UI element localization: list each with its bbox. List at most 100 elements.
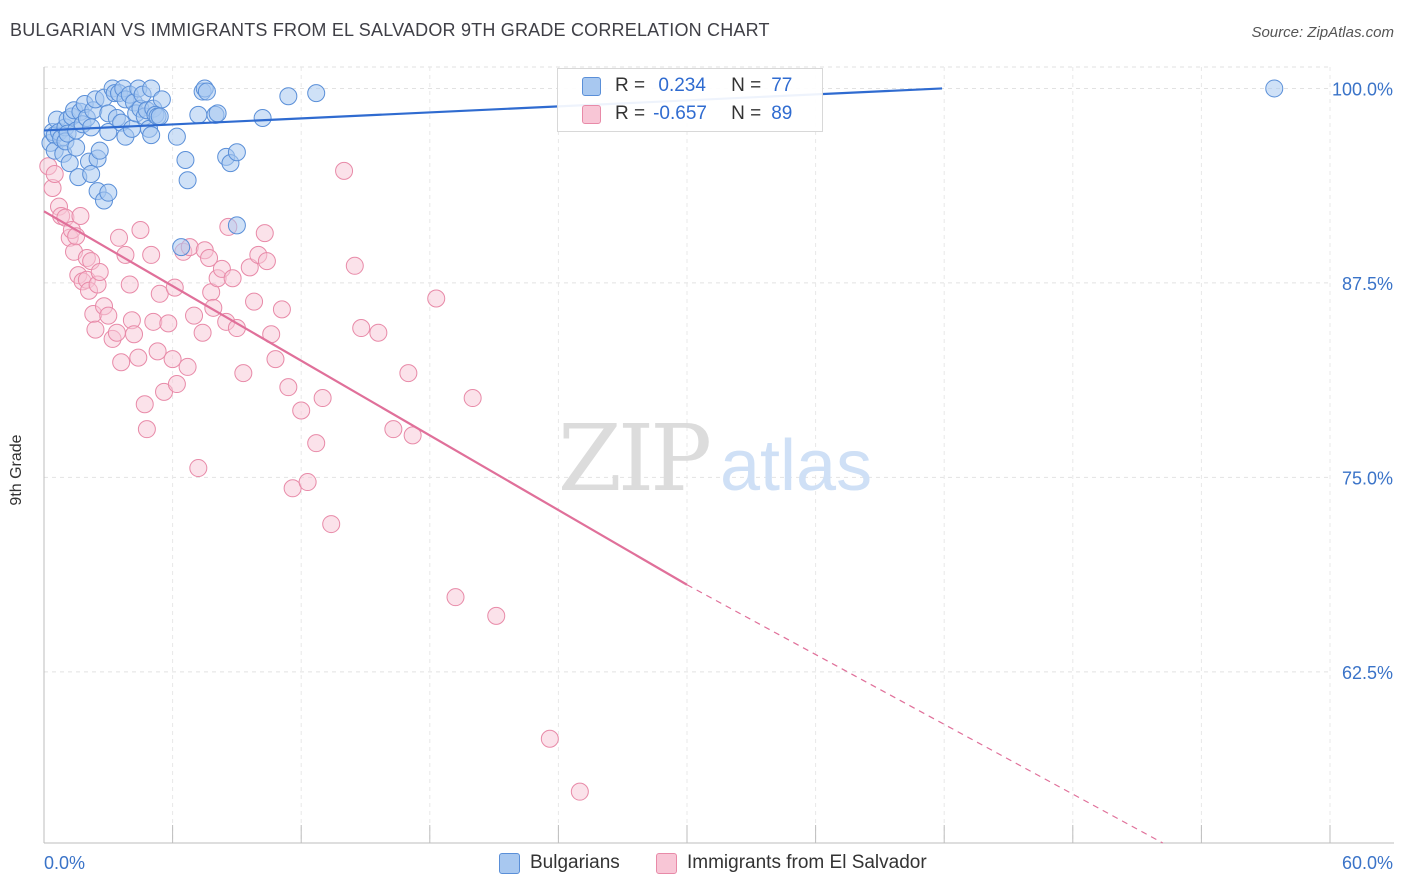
n-value: 89 <box>771 103 793 124</box>
y-tick-label: 62.5% <box>1342 663 1393 683</box>
blue-swatch-icon <box>582 76 601 96</box>
data-point-el-salvador <box>266 350 285 369</box>
trend-line-el-salvador <box>43 210 688 586</box>
r-value: 0.234 <box>653 75 706 96</box>
data-point-el-salvador <box>45 165 64 184</box>
watermark-atlas: atlas <box>720 426 872 506</box>
data-point-el-salvador <box>257 252 276 271</box>
pink-swatch-icon <box>582 104 601 124</box>
data-point-el-salvador <box>131 221 150 240</box>
data-point-el-salvador <box>272 300 291 319</box>
data-point-el-salvador <box>86 320 105 339</box>
data-point-el-salvador <box>322 515 341 534</box>
data-point-el-salvador <box>120 275 139 294</box>
data-point-el-salvador <box>446 588 465 607</box>
data-point-el-salvador <box>167 375 186 394</box>
data-point-bulgarians <box>197 82 216 101</box>
trend-extension-el-salvador <box>686 584 1164 844</box>
data-point-bulgarians <box>1265 79 1284 98</box>
data-point-el-salvador <box>283 479 302 498</box>
data-point-el-salvador <box>144 312 163 331</box>
legend-item-el-salvador[interactable]: Immigrants from El Salvador <box>656 852 927 874</box>
legend-item-bulgarians[interactable]: Bulgarians <box>499 852 620 874</box>
data-point-bulgarians <box>142 79 161 98</box>
data-point-el-salvador <box>279 378 298 397</box>
y-tick-label: 75.0% <box>1342 468 1393 488</box>
blue-swatch-icon <box>499 852 520 874</box>
data-point-el-salvador <box>570 782 589 801</box>
data-point-el-salvador <box>137 420 156 439</box>
data-point-el-salvador <box>107 323 126 342</box>
legend-row-bulgarians: R = 0.234 N = 77 <box>582 73 792 99</box>
data-point-el-salvador <box>255 224 274 243</box>
data-point-bulgarians <box>208 104 227 123</box>
series-legend: Bulgarians Immigrants from El Salvador <box>0 852 1406 878</box>
data-point-el-salvador <box>369 323 388 342</box>
x-tick-label-min: 0.0% <box>44 853 85 873</box>
data-point-el-salvador <box>335 161 354 180</box>
data-point-bulgarians <box>99 183 118 202</box>
data-point-bulgarians <box>172 238 191 257</box>
data-point-el-salvador <box>112 353 131 372</box>
data-point-el-salvador <box>463 389 482 408</box>
n-value: 77 <box>771 75 793 96</box>
data-point-el-salvador <box>427 289 446 308</box>
legend-label-el-salvador: Immigrants from El Salvador <box>687 852 927 873</box>
data-point-bulgarians <box>307 84 326 103</box>
data-point-el-salvador <box>142 245 161 264</box>
data-point-el-salvador <box>90 263 109 282</box>
data-point-bulgarians <box>227 216 246 235</box>
tick-labels: 62.5% 75.0% 87.5% 100.0% 0.0% 60.0% <box>44 79 1393 873</box>
data-point-el-salvador <box>240 258 259 277</box>
pink-swatch-icon <box>656 852 677 874</box>
data-point-bulgarians <box>279 87 298 106</box>
data-point-bulgarians <box>122 119 141 138</box>
data-point-bulgarians <box>253 109 272 128</box>
data-point-el-salvador <box>150 284 169 303</box>
data-point-el-salvador <box>200 249 219 268</box>
data-point-bulgarians <box>67 138 86 157</box>
legend-label-bulgarians: Bulgarians <box>530 852 620 873</box>
data-point-el-salvador <box>540 729 559 748</box>
data-point-el-salvador <box>159 314 178 333</box>
data-point-bulgarians <box>227 143 246 162</box>
data-point-el-salvador <box>110 228 129 247</box>
data-point-el-salvador <box>292 401 311 420</box>
data-point-el-salvador <box>193 323 212 342</box>
axes <box>43 67 1394 844</box>
x-tick-label-max: 60.0% <box>1342 853 1393 873</box>
data-point-bulgarians <box>90 141 109 160</box>
data-point-el-salvador <box>245 292 264 311</box>
data-point-el-salvador <box>99 306 118 325</box>
data-point-el-salvador <box>129 348 148 367</box>
data-point-bulgarians <box>150 107 169 126</box>
y-tick-label: 87.5% <box>1342 274 1393 294</box>
data-point-el-salvador <box>71 207 90 226</box>
r-label: R = <box>615 75 646 96</box>
data-point-el-salvador <box>135 395 154 414</box>
data-point-bulgarians <box>167 127 186 146</box>
chart-title: BULGARIAN VS IMMIGRANTS FROM EL SALVADOR… <box>10 20 770 40</box>
data-point-el-salvador <box>307 434 326 453</box>
watermark: ZIP atlas <box>558 405 872 512</box>
data-point-el-salvador <box>298 473 317 492</box>
data-point-el-salvador <box>178 357 197 376</box>
data-point-bulgarians <box>152 90 171 109</box>
n-label: N = <box>731 75 762 96</box>
data-point-el-salvador <box>189 459 208 478</box>
watermark-zip: ZIP <box>558 405 709 512</box>
series-el-salvador <box>39 157 589 801</box>
r-label: R = <box>615 103 646 124</box>
data-point-bulgarians <box>178 171 197 190</box>
data-point-el-salvador <box>148 342 167 361</box>
data-point-el-salvador <box>399 364 418 383</box>
data-point-el-salvador <box>487 606 506 625</box>
data-point-el-salvador <box>352 319 371 338</box>
legend-row-el-salvador: R = -0.657 N = 89 <box>582 101 792 127</box>
y-tick-label: 100.0% <box>1332 79 1393 99</box>
correlation-legend: R = 0.234 N = 77 R = -0.657 N = 89 <box>557 68 823 132</box>
data-point-el-salvador <box>313 389 332 408</box>
data-point-el-salvador <box>345 256 364 275</box>
data-point-el-salvador <box>163 350 182 369</box>
